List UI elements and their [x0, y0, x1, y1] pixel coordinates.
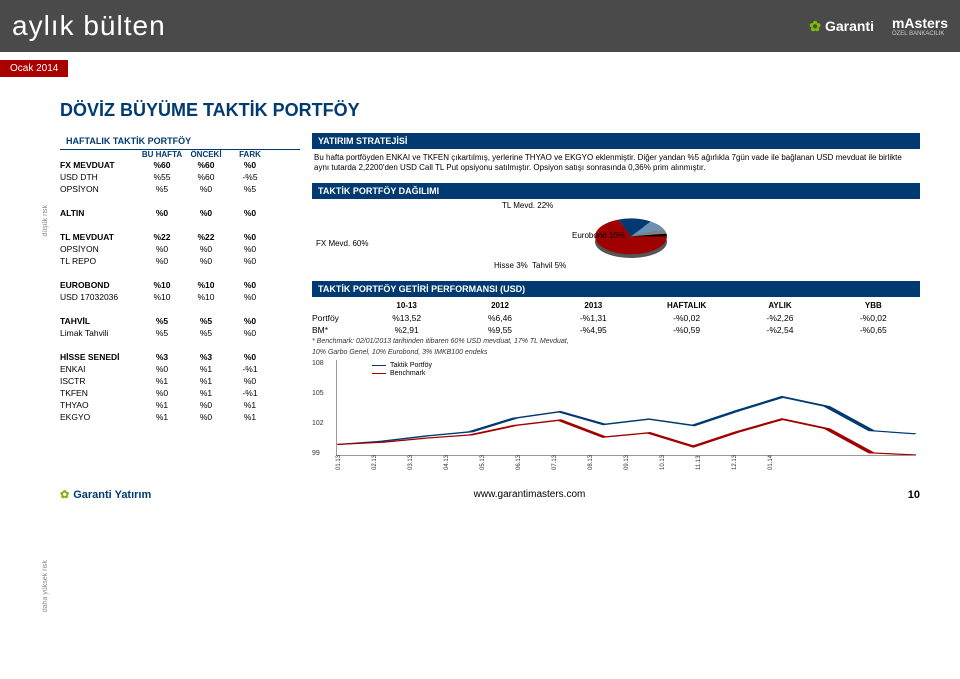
table-row: Limak Tahvili%5%5%0 [60, 327, 300, 339]
page-title: DÖVİZ BÜYÜME TAKTİK PORTFÖY [60, 100, 920, 121]
strategy-title: YATIRIM STRATEJİSİ [312, 133, 920, 149]
header-bar: aylık bülten Garanti mAsters ÖZEL BANKAC… [0, 0, 960, 52]
col-fark: FARK [228, 150, 272, 159]
pie-label-euro: Eurobond 10% [572, 231, 625, 240]
table-row: ALTIN%0%0%0 [60, 207, 300, 219]
table-col-headers: BU HAFTA ÖNCEKİ FARK [60, 150, 300, 159]
table-row: ISCTR%1%1%0 [60, 375, 300, 387]
pie-label-fx: FX Mevd. 60% [316, 239, 368, 248]
table-row: TL REPO%0%0%0 [60, 255, 300, 267]
footer: Garanti Yatırım www.garantimasters.com 1… [0, 480, 960, 509]
risk-low-label: düşük risk [42, 205, 49, 237]
table-row: FX MEVDUAT%60%60%0 [60, 159, 300, 171]
header-logos: Garanti mAsters ÖZEL BANKACILIK [809, 15, 948, 37]
table-row: USD DTH%55%60-%5 [60, 171, 300, 183]
line-chart: Taktik Portföy Benchmark 10810510299 01.… [312, 360, 920, 470]
risk-high-label: daha yüksek risk [42, 560, 49, 612]
pie-title: TAKTİK PORTFÖY DAĞILIMI [312, 183, 920, 199]
pie-chart: FX Mevd. 60% TL Mevd. 22% Eurobond 10% T… [312, 199, 920, 281]
pie-label-tahvil: Tahvil 5% [532, 261, 566, 270]
footer-brand: Garanti Yatırım [60, 488, 151, 501]
left-table: HAFTALIK TAKTİK PORTFÖY BU HAFTA ÖNCEKİ … [60, 133, 300, 470]
brand-title: aylık bülten [12, 10, 166, 42]
table-row: HİSSE SENEDİ%3%3%0 [60, 351, 300, 363]
main-content: DÖVİZ BÜYÜME TAKTİK PORTFÖY düşük risk d… [0, 52, 960, 480]
perf-title: TAKTİK PORTFÖY GETİRİ PERFORMANSI (USD) [312, 281, 920, 297]
perf-row: Portföy%13,52%6,46-%1,31-%0,02-%2,26-%0,… [312, 312, 920, 324]
masters-logo: mAsters ÖZEL BANKACILIK [892, 15, 948, 37]
table-row: TL MEVDUAT%22%22%0 [60, 231, 300, 243]
masters-logo-sub: ÖZEL BANKACILIK [892, 31, 948, 37]
table-row: USD 17032036%10%10%0 [60, 291, 300, 303]
bench-note-1: * Benchmark: 02/01/2013 tarihinden itiba… [312, 336, 920, 347]
table-row: TAHVİL%5%5%0 [60, 315, 300, 327]
masters-logo-text: mAsters [892, 15, 948, 31]
footer-url: www.garantimasters.com [151, 489, 907, 500]
perf-header-row: 10-1320122013HAFTALIKAYLIKYBB [312, 297, 920, 312]
table-row: TKFEN%0%1-%1 [60, 387, 300, 399]
garanti-logo: Garanti [809, 18, 874, 35]
strategy-text: Bu hafta portföyden ENKAI ve TKFEN çıkar… [312, 149, 920, 177]
col-onceki: ÖNCEKİ [184, 150, 228, 159]
pie-label-tl: TL Mevd. 22% [502, 201, 553, 210]
date-badge: Ocak 2014 [0, 60, 68, 77]
bench-note-2: 10% Garbo Genel, 10% Eurobond, 3% IMKB10… [312, 347, 920, 358]
pie-label-hisse: Hisse 3% [494, 261, 528, 270]
table-row: EKGYO%1%0%1 [60, 411, 300, 423]
table-row: THYAO%1%0%1 [60, 399, 300, 411]
table-title: HAFTALIK TAKTİK PORTFÖY [60, 133, 300, 150]
table-row: EUROBOND%10%10%0 [60, 279, 300, 291]
footer-page: 10 [908, 489, 920, 501]
table-row: OPSİYON%5%0%5 [60, 183, 300, 195]
right-panel: YATIRIM STRATEJİSİ Bu hafta portföyden E… [312, 133, 920, 470]
table-row: ENKAI%0%1-%1 [60, 363, 300, 375]
perf-row: BM*%2,91%9,55-%4,95-%0,59-%2,54-%0,65 [312, 324, 920, 336]
col-bu: BU HAFTA [140, 150, 184, 159]
table-row: OPSİYON%0%0%0 [60, 243, 300, 255]
